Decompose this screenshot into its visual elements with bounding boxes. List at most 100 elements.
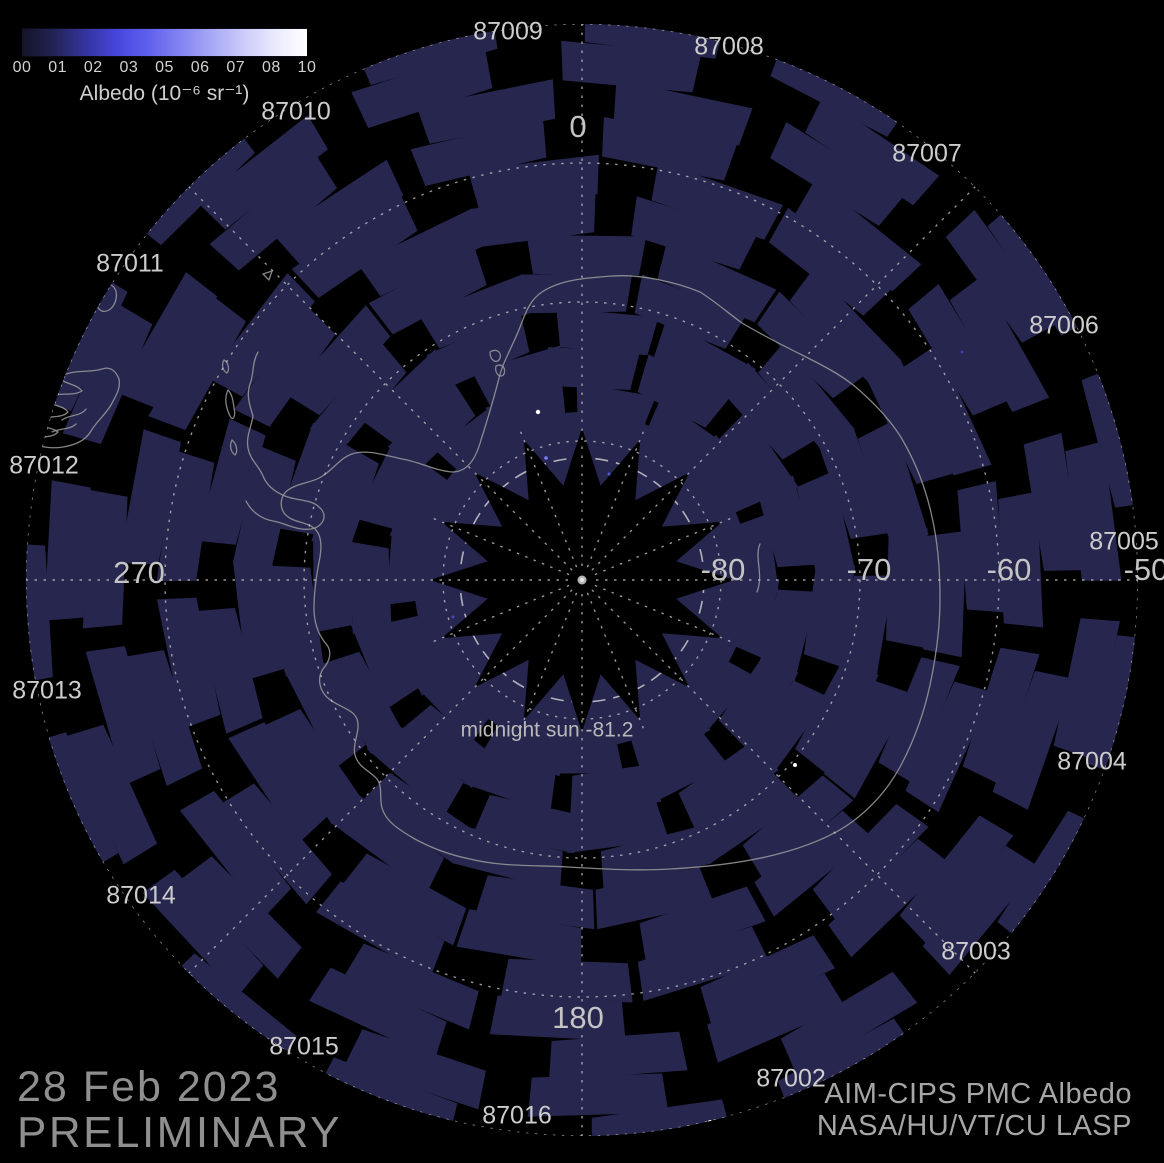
orbit-number-label: 87004 [1057, 748, 1127, 776]
swath-band [561, 40, 702, 93]
swath-band [693, 773, 802, 865]
swath-band [795, 179, 922, 292]
swath-band [796, 471, 856, 573]
swath-band [584, 24, 725, 59]
footer-credits: AIM-CIPS PMC Albedo NASA/HU/VT/CU LASP [817, 1078, 1132, 1143]
colorbar-tick: 10 [297, 59, 317, 76]
swath-band [700, 935, 836, 1025]
colorbar-tick: 01 [48, 59, 68, 76]
longitude-ray [188, 186, 573, 571]
swath-band [757, 475, 817, 568]
orbit-swath [309, 664, 494, 1136]
latitude-circle [164, 162, 1000, 998]
swath-band [470, 192, 596, 247]
latitude-circle [303, 301, 861, 859]
swath-band [197, 115, 328, 230]
orbit-number-label: 87013 [12, 677, 82, 705]
pole-dot-core [580, 578, 584, 582]
swath-band [527, 1073, 669, 1117]
coastline [262, 270, 273, 281]
orbit-swath [730, 202, 1095, 594]
orbit-number-label: 87008 [694, 33, 764, 61]
orbit-number-label: 87014 [106, 882, 176, 910]
swath-band [678, 742, 779, 830]
orbit-swath [628, 700, 1102, 975]
swath-band [718, 657, 799, 749]
coastline [61, 408, 87, 421]
swath-band [283, 658, 366, 769]
orbit-number-label: 87002 [756, 1065, 826, 1093]
swath-band [44, 480, 91, 621]
swath-band [85, 646, 161, 786]
longitude-label: 270 [113, 555, 165, 590]
swath-band [116, 272, 218, 408]
swath-band [1053, 618, 1120, 759]
longitude-ray [188, 589, 573, 974]
pmc-detection-dot [544, 456, 548, 460]
swath-band [602, 117, 738, 181]
swath-band [330, 794, 445, 894]
labels-layer: 87009 87008 87007 87006 87005 87004 87003 87002… [9, 18, 1164, 1130]
colorbar-tick: 08 [261, 59, 281, 76]
latitude-label: -70 [847, 552, 892, 587]
swath-band [179, 790, 292, 918]
swath-band [313, 530, 353, 633]
swath-band [637, 354, 731, 428]
short-ray [594, 517, 732, 576]
colorbar: 00 01 02 03 05 06 07 08 10 Albedo (10⁻⁶ sr⁻¹) [13, 28, 316, 106]
longitude-label: 180 [552, 1000, 604, 1035]
coastline [229, 439, 238, 456]
swath-band [485, 383, 567, 443]
swath-band [837, 575, 894, 686]
swath-band [142, 869, 264, 996]
swath-band [639, 886, 766, 963]
swath-band [653, 319, 756, 400]
colorbar-tick: 05 [155, 59, 174, 76]
latitude-label: -80 [701, 552, 746, 587]
swath-band [489, 995, 626, 1042]
credit-line-1: AIM-CIPS PMC Albedo [824, 1078, 1132, 1111]
swath-band [520, 272, 633, 314]
swath-band [274, 422, 348, 535]
swath-band [463, 749, 556, 814]
swath-band [26, 543, 53, 684]
pmc-detection-dot [960, 350, 964, 354]
swath-band [657, 241, 777, 323]
pmc-detection-dot [535, 409, 541, 415]
swath-band [878, 657, 960, 783]
swath-band [389, 613, 454, 696]
swath-band [758, 342, 855, 449]
colorbar-ticks: 00 01 02 03 05 06 07 08 10 [13, 59, 316, 79]
swath-band [789, 269, 901, 383]
swath-band [576, 382, 656, 434]
swath-band [922, 845, 1040, 975]
swath-band [556, 307, 659, 356]
swath-band [362, 772, 471, 864]
swath-band [905, 681, 993, 813]
swath-band [345, 1029, 486, 1110]
swath-map-layer [26, 24, 1138, 1136]
midnight-sun-label: midnight sun -81.2 [461, 719, 634, 742]
swath-band [1023, 432, 1084, 571]
longitude-label: 0 [569, 109, 586, 144]
orbit-number-label: 87010 [261, 98, 331, 126]
swath-band [908, 284, 1010, 416]
coastline [245, 351, 325, 530]
longitude-ray [591, 186, 976, 571]
pmc-detection-dot [793, 763, 797, 767]
colorbar-tick: 00 [12, 59, 32, 76]
swath-band [474, 795, 576, 854]
swath-band [549, 1031, 688, 1081]
latitude-label: -60 [987, 552, 1032, 587]
swath-band [903, 344, 992, 476]
swath-band [899, 815, 1014, 945]
swath-band [234, 306, 336, 427]
swath-band [209, 154, 337, 271]
swath-band [998, 491, 1044, 628]
swath-band [730, 513, 779, 594]
swath-band [742, 775, 854, 879]
short-ray [519, 592, 578, 730]
swath-band [867, 359, 955, 484]
